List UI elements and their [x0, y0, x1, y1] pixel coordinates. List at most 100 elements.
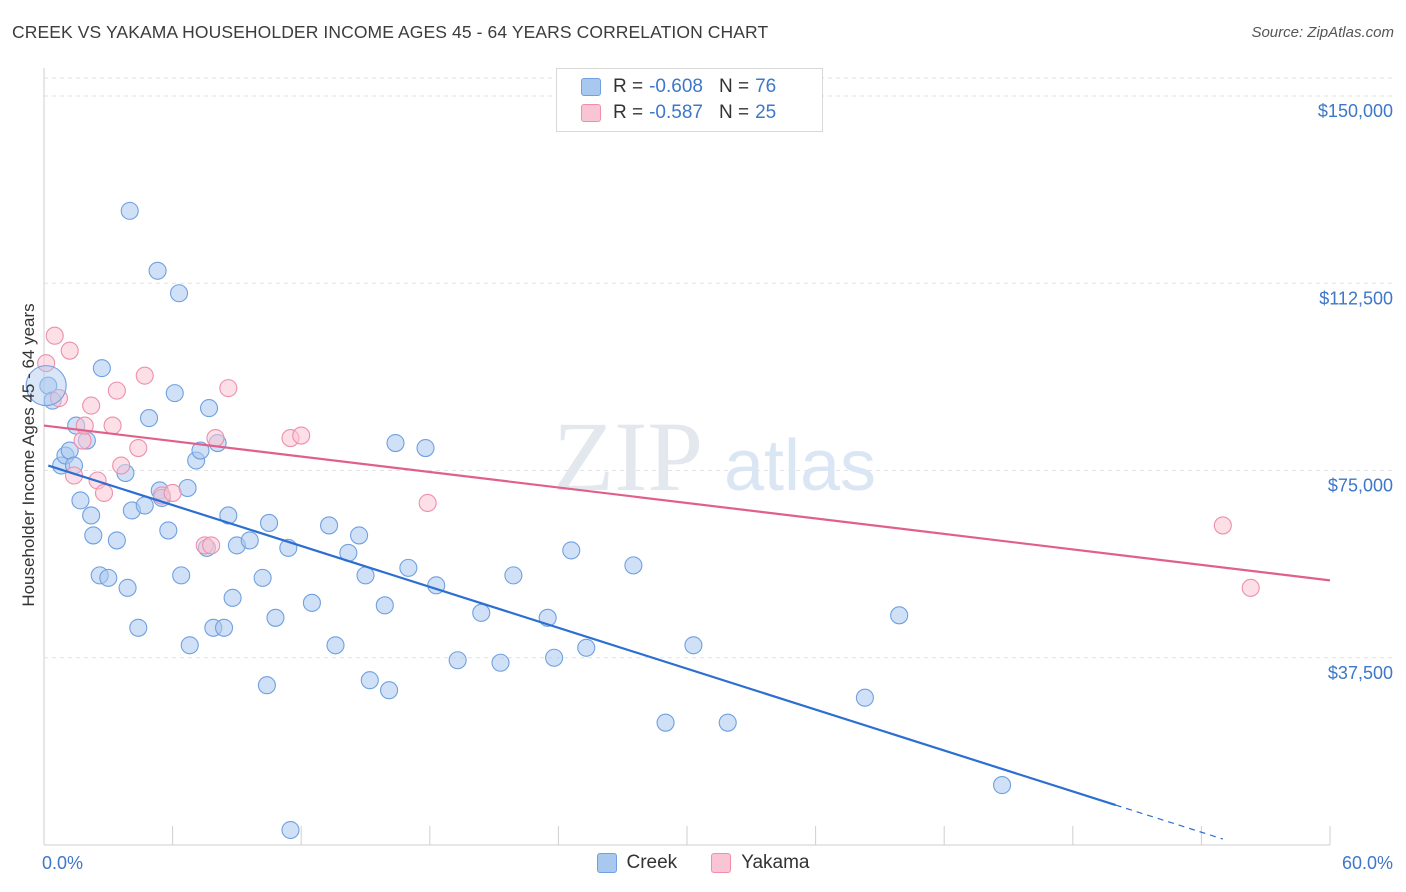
legend-row-yakama: R = -0.587 N = 25	[581, 100, 776, 126]
series-legend-yakama[interactable]: Yakama	[711, 852, 809, 874]
creek-point[interactable]	[259, 513, 279, 532]
yakama-point[interactable]	[418, 493, 437, 513]
creek-point[interactable]	[253, 568, 272, 587]
creek-point[interactable]	[169, 284, 189, 303]
creek-point[interactable]	[266, 608, 285, 627]
creek-point[interactable]	[99, 568, 118, 587]
y-tick-label: $112,500	[1319, 288, 1393, 308]
creek-point[interactable]	[624, 556, 643, 575]
creek-point[interactable]	[180, 636, 199, 655]
creek-point[interactable]	[993, 776, 1012, 795]
creek-point[interactable]	[326, 636, 345, 655]
creek-point[interactable]	[120, 201, 139, 220]
creek-point[interactable]	[684, 636, 703, 655]
creek-point[interactable]	[219, 506, 238, 525]
creek-point[interactable]	[257, 676, 276, 695]
creek-point[interactable]	[159, 521, 178, 540]
creek-point[interactable]	[320, 516, 339, 535]
creek-point[interactable]	[380, 681, 399, 700]
creek-point[interactable]	[504, 566, 523, 585]
legend-r-label: R =	[613, 76, 644, 97]
creek-point[interactable]	[416, 438, 435, 458]
creek-point[interactable]	[214, 618, 234, 637]
gridlines	[44, 77, 1395, 659]
creek-point[interactable]	[545, 648, 564, 667]
yakama-legend-swatch	[711, 853, 732, 873]
creek-point[interactable]	[165, 384, 184, 403]
yakama-point[interactable]	[163, 483, 182, 503]
yakama-point[interactable]	[45, 326, 64, 345]
yakama-point[interactable]	[219, 379, 238, 398]
yakama-point[interactable]	[1213, 516, 1232, 535]
creek-point[interactable]	[135, 496, 154, 515]
watermark-zip: ZIP	[553, 401, 703, 512]
series-legend-creek[interactable]: Creek	[596, 852, 677, 874]
yakama-point[interactable]	[60, 341, 79, 360]
legend-row-creek: R = -0.608 N = 76	[581, 74, 776, 100]
yakama-point[interactable]	[202, 536, 221, 555]
yakama-swatch	[581, 104, 601, 122]
chart-source: Source: ZipAtlas.com	[1251, 24, 1394, 41]
legend-r-value: -0.608	[649, 76, 703, 97]
creek-point[interactable]	[562, 541, 581, 560]
yakama-point[interactable]	[73, 431, 92, 450]
creek-point[interactable]	[399, 558, 418, 577]
creek-point[interactable]	[107, 531, 126, 550]
creek-point[interactable]	[281, 820, 300, 840]
x-tick-label: 0.0%	[42, 853, 83, 873]
watermark-atlas: atlas	[724, 426, 876, 506]
yakama-legend-label: Yakama	[741, 852, 810, 873]
creek-trend-line	[47, 464, 1117, 807]
x-tick-label: 60.0%	[1342, 853, 1393, 873]
axes	[43, 68, 1331, 846]
creek-point[interactable]	[172, 566, 191, 585]
legend-n-label: N =	[718, 76, 750, 97]
creek-point[interactable]	[718, 713, 737, 732]
creek-point[interactable]	[129, 618, 148, 637]
yakama-point[interactable]	[1241, 578, 1260, 597]
creek-swatch	[581, 78, 601, 96]
creek-point[interactable]	[386, 433, 405, 453]
yakama-point[interactable]	[135, 366, 154, 385]
creek-point[interactable]	[92, 359, 111, 378]
creek-point[interactable]	[350, 526, 369, 545]
creek-point[interactable]	[223, 588, 242, 607]
yakama-point[interactable]	[103, 416, 122, 435]
yakama-point[interactable]	[129, 438, 148, 458]
yakama-point[interactable]	[107, 381, 126, 400]
creek-point[interactable]	[302, 593, 321, 612]
yakama-point[interactable]	[49, 389, 69, 408]
creek-point[interactable]	[491, 653, 510, 672]
yakama-point[interactable]	[37, 354, 56, 373]
creek-point[interactable]	[656, 713, 675, 732]
creek-point[interactable]	[148, 261, 167, 280]
creek-point[interactable]	[178, 478, 197, 498]
creek-point[interactable]	[890, 606, 909, 625]
creek-point[interactable]	[118, 578, 137, 597]
series-legend: Creek Yakama	[0, 852, 1406, 874]
creek-point[interactable]	[577, 638, 596, 657]
creek-point[interactable]	[84, 526, 103, 545]
legend-n-label: N =	[718, 102, 750, 123]
creek-point[interactable]	[855, 688, 874, 707]
creek-point[interactable]	[82, 506, 101, 525]
yakama-point[interactable]	[292, 426, 311, 445]
creek-point[interactable]	[375, 596, 394, 615]
y-tick-label: $75,000	[1328, 476, 1393, 496]
creek-point[interactable]	[191, 441, 210, 460]
creek-point[interactable]	[472, 603, 491, 622]
creek-point[interactable]	[25, 365, 67, 407]
creek-point[interactable]	[139, 409, 159, 428]
creek-points	[39, 201, 1012, 840]
yakama-point[interactable]	[82, 396, 101, 415]
yakama-point[interactable]	[206, 429, 225, 448]
creek-point[interactable]	[448, 651, 467, 670]
yakama-point[interactable]	[112, 456, 131, 475]
y-tick-label: $37,500	[1328, 663, 1393, 683]
creek-point[interactable]	[360, 671, 379, 690]
yakama-point[interactable]	[94, 483, 114, 503]
creek-point[interactable]	[240, 531, 259, 550]
creek-point[interactable]	[71, 491, 90, 510]
y-tick-label: $150,000	[1318, 101, 1393, 121]
creek-point[interactable]	[199, 399, 219, 418]
